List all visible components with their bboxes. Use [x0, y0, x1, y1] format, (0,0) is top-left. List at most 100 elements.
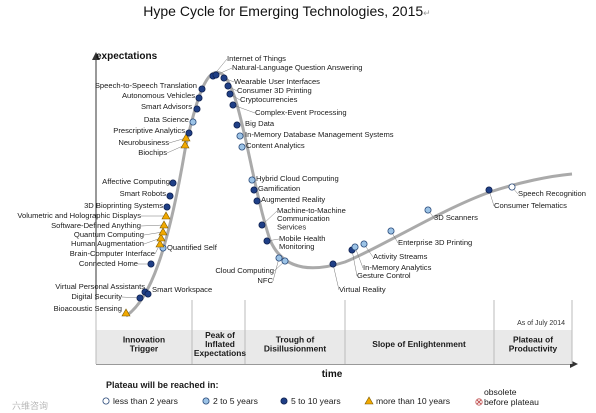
marker-human-augmentation [156, 233, 166, 242]
marker-consumer-telematics [485, 186, 493, 194]
marker-speech-to-speech-translation [198, 85, 206, 93]
label-connected-home: Connected Home [79, 259, 138, 268]
marker-enterprise-3d-printing [387, 227, 395, 235]
phase-label: Inflated [205, 339, 235, 349]
marker-bioacoustic-sensing [121, 308, 131, 317]
phase-label: Disillusionment [264, 344, 327, 354]
marker-3d-scanners [424, 206, 432, 214]
label-affective-computing: Affective Computing [102, 177, 170, 186]
marker-gamification [250, 186, 258, 194]
label-smart-advisors: Smart Advisors [141, 102, 192, 111]
leader-virtual-reality [332, 263, 340, 291]
marker-cryptocurrencies [226, 90, 234, 98]
legend-marker-5-to-10-years [280, 397, 288, 405]
marker-digital-security [136, 294, 144, 302]
as-of-note: As of July 2014 [517, 320, 565, 327]
label-neurobusiness: Neurobusiness [118, 138, 169, 147]
label-augmented-reality: Augmented Reality [261, 195, 325, 204]
label-speech-to-speech-translation: Speech-to-Speech Translation [95, 81, 197, 90]
label-human-augmentation: Human Augmentation [71, 239, 144, 248]
chart-title-text: Hype Cycle for Emerging Technologies, 20… [143, 3, 423, 19]
marker-smart-robots [166, 192, 174, 200]
label-in-memory-analytics: In-Memory Analytics [363, 263, 432, 272]
label-wearable-user-interfaces: Wearable User Interfaces [234, 77, 320, 86]
phase-label: Trigger [130, 344, 159, 354]
hype-curve [125, 70, 573, 318]
marker-virtual-reality [329, 260, 337, 268]
marker-hybrid-cloud-computing [248, 176, 256, 184]
label-consumer-telematics: Consumer Telematics [494, 201, 567, 210]
label-enterprise-3d-printing: Enterprise 3D Printing [398, 238, 472, 247]
label-virtual-reality: Virtual Reality [339, 285, 386, 294]
marker-3d-bioprinting-systems [163, 203, 171, 211]
marker-data-science [189, 118, 197, 126]
phase-band [96, 330, 572, 364]
label-big-data: Big Data [245, 119, 275, 128]
marker-software-defined-anything [159, 220, 169, 229]
legend-obsolete-cross-icon [476, 399, 482, 405]
marker-consumer-3d-printing [224, 82, 232, 90]
leader-gesture-control [351, 249, 358, 277]
label-software-defined-anything: Software-Defined Anything [51, 221, 141, 230]
label-bioacoustic-sensing: Bioacoustic Sensing [54, 304, 122, 313]
label-virtual-personal-assistants: Virtual Personal Assistants [55, 282, 145, 291]
marker-affective-computing [169, 179, 177, 187]
leader-quantum-computing [143, 231, 164, 236]
legend-label-2-to-5-years: 2 to 5 years [213, 396, 258, 406]
label-quantum-computing: Quantum Computing [74, 230, 144, 239]
label-digital-security: Digital Security [71, 292, 122, 301]
marker-machine-to-machine-communication-services [258, 221, 266, 229]
leader-in-memory-analytics [354, 246, 364, 269]
marker-big-data [233, 121, 241, 129]
phase-label: Peak of [205, 330, 235, 340]
label-internet-of-things: Internet of Things [227, 54, 286, 63]
marker-prescriptive-analytics [185, 129, 193, 137]
chart-title-suffix: ↵ [423, 8, 431, 18]
label-in-memory-database-management-systems: In-Memory Database Management Systems [245, 130, 394, 139]
legend-marker-2-to-5-years [202, 397, 210, 405]
marker-cloud-computing [281, 257, 289, 265]
marker-smart-advisors [193, 105, 201, 113]
label-complex-event-processing: Complex-Event Processing [255, 108, 347, 117]
label-quantified-self: Quantified Self [167, 243, 218, 252]
marker-content-analytics [238, 143, 246, 151]
label-gesture-control: Gesture Control [357, 271, 411, 280]
marker-natural-language-question-answering [212, 71, 220, 79]
marker-smart-workspace [144, 290, 152, 298]
label-prescriptive-analytics: Prescriptive Analytics [113, 126, 185, 135]
legend-obsolete-line1: obsolete [484, 387, 517, 397]
label-natural-language-question-answering: Natural-Language Question Answering [232, 63, 362, 72]
label-biochips: Biochips [138, 148, 167, 157]
phase-label: Innovation [123, 335, 165, 345]
label-nfc: NFC [257, 276, 273, 285]
marker-in-memory-analytics [351, 243, 359, 251]
label-content-analytics: Content Analytics [246, 141, 305, 150]
phase-separators [95, 300, 573, 364]
phase-label: Trough of [276, 335, 315, 345]
marker-complex-event-processing [229, 101, 237, 109]
label-activity-streams: Activity Streams [373, 252, 428, 261]
label-gamification: Gamification [258, 184, 300, 193]
label-autonomous-vehicles: Autonomous Vehicles [122, 91, 195, 100]
marker-connected-home [147, 260, 155, 268]
marker-mobile-health-monitoring [263, 237, 271, 245]
label-mobile-health-monitoring: Mobile Health Monitoring [279, 234, 325, 251]
marker-augmented-reality [253, 197, 261, 205]
phase-label: Slope of Enlightenment [372, 339, 466, 349]
marker-brain-computer-interface [155, 239, 165, 248]
marker-activity-streams [360, 240, 368, 248]
label-3d-scanners: 3D Scanners [434, 213, 478, 222]
legend: less than 2 years 2 to 5 years 5 to 10 yea… [102, 396, 483, 406]
label-brain-computer-interface: Brain-Computer Interface [70, 249, 155, 258]
y-axis-label: expectations [96, 51, 158, 62]
label-speech-recognition: Speech Recognition [518, 189, 586, 198]
label-machine-to-machine-communication-services: Machine-to-Machine Communication Services [277, 206, 346, 231]
marker-nfc [275, 254, 283, 262]
marker-quantum-computing [158, 227, 168, 236]
marker-neurobusiness [181, 133, 191, 142]
leader-software-defined-anything [140, 224, 165, 227]
leader-complex-event-processing [232, 104, 256, 114]
marker-in-memory-database-management-systems [236, 132, 244, 140]
